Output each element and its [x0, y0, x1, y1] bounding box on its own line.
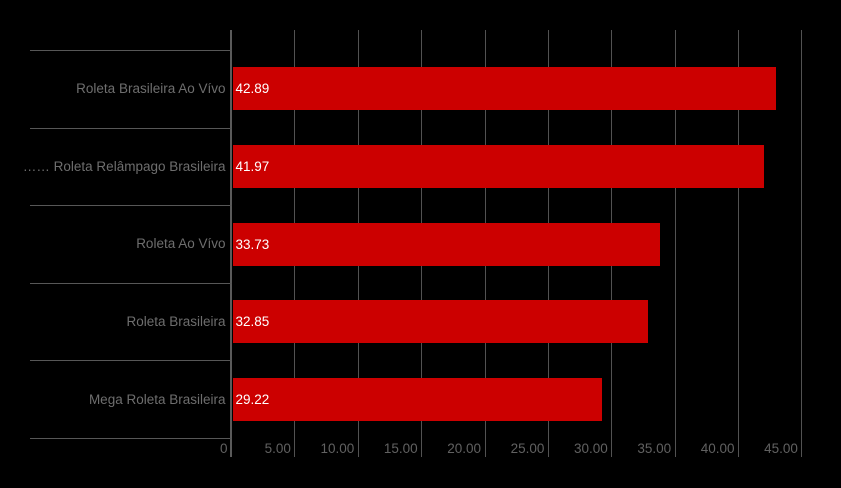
category-label: Roleta Brasileira Ao Vívo — [76, 81, 226, 97]
category-separator-line — [30, 360, 232, 362]
x-axis-tick-label: 40.00 — [700, 441, 735, 456]
x-axis-tick-label: 5.00 — [264, 441, 291, 456]
x-gridline — [674, 30, 676, 457]
x-axis-tick-label: 0 — [219, 441, 228, 456]
bar-value-label: 42.89 — [235, 81, 270, 97]
category-label: Roleta Brasileira — [126, 314, 226, 330]
bar: 29.22 — [232, 377, 602, 421]
bar-value-label: 33.73 — [235, 236, 270, 252]
x-axis-tick-label: 25.00 — [510, 441, 545, 456]
y-axis-line — [230, 30, 232, 457]
bar: 33.73 — [232, 222, 660, 266]
category-separator-line — [30, 127, 232, 129]
x-axis-tick-label: 45.00 — [764, 441, 798, 456]
bar-value-label: 29.22 — [235, 391, 270, 407]
category-label: Mega Roleta Brasileira — [88, 391, 226, 407]
category-separator-line — [30, 438, 232, 439]
category-separator-line — [30, 282, 232, 284]
category-label: …… Roleta Relâmpago Brasileira — [22, 158, 226, 174]
category-label: Roleta Ao Vívo — [136, 236, 226, 252]
x-axis-tick-label: 30.00 — [573, 441, 608, 456]
category-separator-line — [30, 205, 232, 207]
bar: 42.89 — [232, 67, 776, 111]
bar-value-label: 32.85 — [235, 314, 270, 330]
category-separator-line — [30, 50, 232, 51]
bar: 41.97 — [232, 144, 764, 188]
x-gridline — [738, 30, 740, 457]
x-axis-tick-label: 10.00 — [320, 441, 355, 456]
x-axis-tick-label: 20.00 — [447, 441, 482, 456]
x-axis-tick-label: 35.00 — [637, 441, 672, 456]
x-gridline — [801, 30, 803, 457]
x-axis-tick-label: 15.00 — [383, 441, 418, 456]
bar: 32.85 — [232, 300, 648, 344]
bar-value-label: 41.97 — [235, 158, 270, 174]
